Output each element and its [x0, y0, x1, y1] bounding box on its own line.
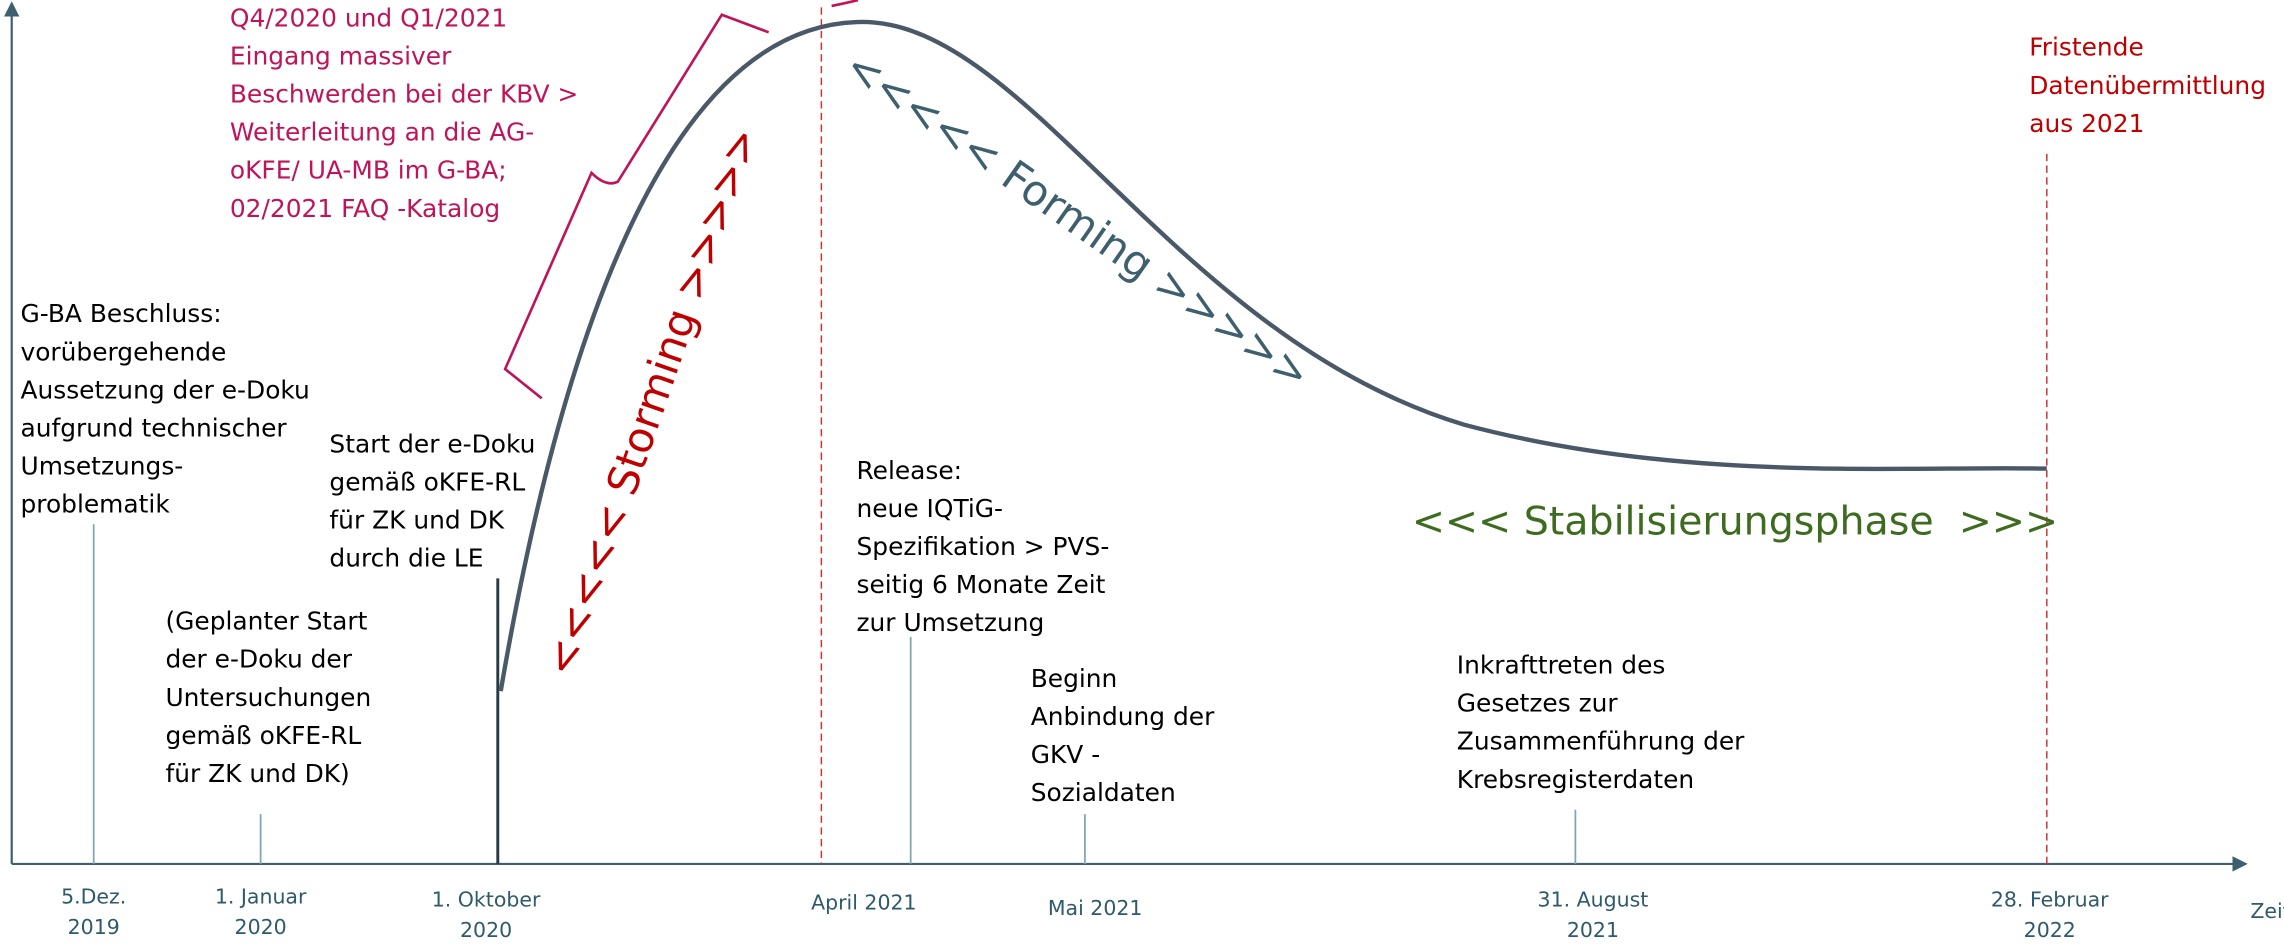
- markers: [92, 524, 1577, 864]
- annotation: seitig 6 Monate Zeit: [857, 570, 1106, 599]
- annotation: Eingang massiver: [230, 42, 452, 71]
- annotation: oKFE/ UA-MB im G-BA;: [230, 156, 507, 185]
- annotation: Fristende: [2029, 33, 2144, 62]
- annotation: Untersuchungen: [165, 683, 371, 712]
- date-label: 1. Januar: [215, 884, 307, 908]
- date-label: 28. Februar: [1991, 887, 2109, 911]
- annotation: Spezifikation > PVS-: [857, 532, 1110, 561]
- annotation: neue IQTiG-: [857, 494, 1004, 523]
- date-label: 31. August: [1538, 887, 1649, 911]
- date-label: 2021: [1567, 918, 1619, 942]
- annotation: Gesetzes zur: [1457, 689, 1619, 718]
- date-label: 2020: [235, 915, 287, 939]
- annotation: GKV -: [1031, 740, 1101, 769]
- annotation: durch die LE: [329, 544, 483, 573]
- annotation: problematik: [20, 490, 170, 519]
- date-label: Mai 2021: [1048, 896, 1143, 920]
- date-label: 5.Dez.: [61, 884, 126, 908]
- annotation: Aussetzung der e-Doku: [20, 375, 309, 404]
- annotation: Datenübermittlung: [2029, 71, 2266, 100]
- annotation: Q4/2020 und Q1/2021: [230, 3, 507, 32]
- annotation: gemäß oKFE-RL: [165, 721, 361, 750]
- annotation: zur Umsetzung: [857, 608, 1045, 637]
- bracket: [503, 13, 770, 400]
- annotation: gemäß oKFE-RL: [329, 468, 525, 497]
- annotation: Release:: [857, 456, 963, 485]
- annotation: für ZK und DK: [329, 506, 504, 535]
- annotation: der e-Doku der: [165, 645, 352, 674]
- annotation: Umsetzungs-: [20, 451, 183, 480]
- annotation: Sozialdaten: [1031, 778, 1176, 807]
- phase-label: <<<<< Storming >>>>>: [536, 122, 770, 682]
- date-label: 2020: [460, 918, 512, 942]
- date-label: 2019: [68, 915, 120, 939]
- date-label: 1. Oktober: [432, 887, 541, 911]
- date-label: April 2021: [811, 890, 916, 914]
- date-label: 2022: [2024, 918, 2076, 942]
- annotation: vorübergehende: [20, 337, 226, 366]
- annotation: aufgrund technischer: [20, 413, 287, 442]
- bracket: [831, 0, 859, 8]
- annotation: Weiterleitung an die AG-: [230, 118, 534, 147]
- annotation: G-BA Beschluss:: [20, 299, 221, 328]
- x-axis-label: Zeit: [2250, 899, 2284, 923]
- annotation: Beginn: [1031, 664, 1118, 693]
- annotation: Inkrafttreten des: [1457, 651, 1666, 680]
- annotation: Beschwerden bei der KBV >: [230, 80, 579, 109]
- annotation: (Geplanter Start: [165, 607, 367, 636]
- annotation: für ZK und DK): [165, 759, 349, 788]
- annotation: Krebsregisterdaten: [1457, 765, 1694, 794]
- annotation: 02/2021 FAQ -Katalog: [230, 194, 500, 223]
- phase-label: <<<<< Forming >>>>>: [836, 42, 1319, 401]
- annotation: Anbindung der: [1031, 702, 1215, 731]
- curve: [498, 19, 2047, 692]
- phase-label: <<< Stabilisierungsphase >>>: [1412, 499, 2058, 545]
- annotation: Start der e-Doku: [329, 430, 535, 459]
- annotation: aus 2021: [2029, 109, 2144, 138]
- annotation: Zusammenführung der: [1457, 727, 1745, 756]
